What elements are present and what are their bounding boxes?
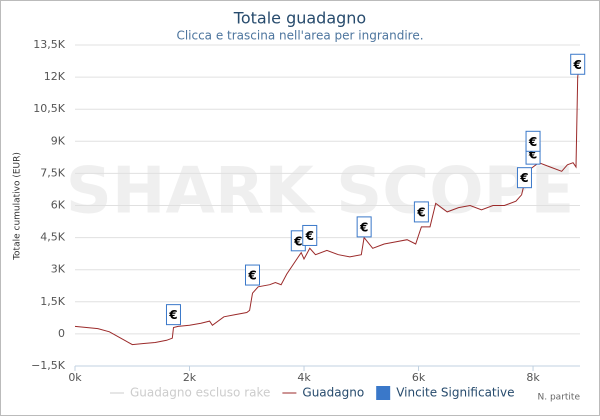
y-tick-label: 0 bbox=[58, 327, 65, 340]
legend-label: Guadagno escluso rake bbox=[130, 386, 270, 400]
y-tick-label: 7,5K bbox=[40, 166, 65, 179]
flag-box bbox=[356, 216, 372, 238]
x-tick-label: 2k bbox=[183, 371, 197, 384]
significant-win-flag: € bbox=[356, 216, 372, 238]
y-tick-label: 13,5K bbox=[33, 38, 65, 51]
flag-label: € bbox=[416, 205, 425, 219]
flag-label: € bbox=[293, 234, 302, 248]
flag-box bbox=[516, 167, 532, 189]
significant-win-flag: € bbox=[413, 201, 429, 223]
significant-win-flag: € bbox=[525, 130, 541, 152]
flag-label: € bbox=[168, 308, 177, 322]
y-tick-label: 10,5K bbox=[33, 102, 65, 115]
y-tick-label: 4,5K bbox=[40, 231, 65, 244]
flag-label: € bbox=[359, 220, 368, 234]
significant-win-flag: € bbox=[570, 53, 586, 75]
flag-label: € bbox=[247, 269, 256, 283]
chart-title: Totale guadagno bbox=[233, 9, 366, 28]
x-tick-label: 6k bbox=[412, 371, 426, 384]
flag-label: € bbox=[528, 135, 537, 149]
flag-box bbox=[413, 201, 429, 223]
flag-label: € bbox=[305, 229, 314, 243]
flag-label: € bbox=[528, 148, 537, 162]
flag-box bbox=[302, 224, 318, 246]
legend-label: Vincite Significative bbox=[396, 386, 514, 400]
y-tick-label: −1,5K bbox=[31, 359, 66, 372]
y-tick-label: 9K bbox=[51, 134, 66, 147]
flag-box bbox=[165, 304, 181, 326]
flag-box bbox=[525, 130, 541, 152]
flag-box bbox=[244, 264, 260, 286]
significant-win-flag: € bbox=[516, 167, 532, 189]
y-tick-label: 6K bbox=[51, 199, 66, 212]
x-tick-label: 0k bbox=[68, 371, 82, 384]
x-axis-label: N. partite bbox=[538, 393, 581, 403]
y-tick-label: 3K bbox=[51, 263, 66, 276]
y-tick-label: 1,5K bbox=[40, 295, 65, 308]
flag-label: € bbox=[573, 58, 582, 72]
x-tick-label: 8k bbox=[526, 371, 540, 384]
watermark: SHARK SCOPE bbox=[66, 155, 574, 229]
x-tick-label: 4k bbox=[297, 371, 311, 384]
series-line bbox=[74, 66, 580, 346]
flag-box bbox=[570, 53, 586, 75]
y-tick-label: 12K bbox=[44, 70, 66, 83]
flag-label: € bbox=[519, 171, 528, 185]
legend-swatch bbox=[376, 386, 391, 400]
chart-subtitle: Clicca e trascina nell'area per ingrandi… bbox=[176, 29, 423, 43]
legend-label: Guadagno bbox=[302, 386, 364, 400]
significant-win-flag: € bbox=[165, 304, 181, 326]
y-axis-label: Totale cumulativo (EUR) bbox=[13, 152, 23, 261]
significant-win-flag: € bbox=[302, 224, 318, 246]
significant-win-flag: € bbox=[244, 264, 260, 286]
